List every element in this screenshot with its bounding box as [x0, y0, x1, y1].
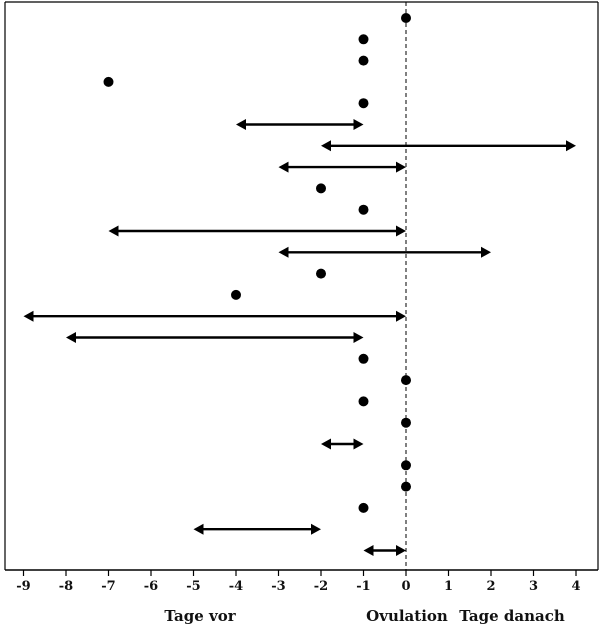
x-label-right: Tage danach [459, 607, 565, 625]
range-arrow [321, 438, 364, 450]
x-tick-label: 3 [529, 579, 538, 594]
data-point [231, 289, 241, 300]
x-tick-label: -2 [314, 579, 328, 594]
arrowhead-left [193, 523, 204, 535]
x-tick-label: -7 [101, 579, 115, 594]
arrowhead-left [108, 225, 119, 237]
arrowhead-right [353, 119, 364, 130]
arrowhead-left [278, 246, 289, 258]
x-label-center: Ovulation [366, 607, 448, 625]
data-point [401, 13, 411, 23]
data-point [358, 396, 369, 407]
arrowhead-right [566, 140, 576, 152]
arrowhead-left [363, 545, 374, 556]
x-tick-label: -6 [144, 579, 158, 594]
x-tick-label: -4 [229, 579, 243, 594]
data-point [401, 460, 411, 471]
arrowhead-right [396, 310, 406, 322]
x-tick-label: 4 [571, 579, 580, 594]
x-tick-label: -9 [16, 579, 30, 594]
arrowhead-right [396, 225, 406, 237]
arrowhead-left [66, 332, 76, 343]
range-arrow [66, 332, 364, 343]
data-point [358, 502, 369, 513]
data-point [316, 268, 326, 279]
range-arrow [278, 161, 406, 173]
data-point [358, 353, 369, 364]
x-label-left: Tage vor [164, 607, 236, 625]
data-point [103, 76, 114, 87]
range-arrow [278, 246, 491, 258]
chart-marks [23, 13, 576, 556]
arrowhead-left [321, 140, 331, 152]
arrowhead-right [311, 523, 321, 535]
arrowhead-right [481, 246, 491, 258]
range-arrow [363, 545, 406, 556]
x-axis: -9 -8 -7 -6 -5 -4 -3 -2 -1 0 1 2 3 4 [5, 569, 598, 594]
arrowhead-right [396, 545, 406, 556]
data-point [358, 34, 369, 45]
data-point [401, 481, 411, 492]
arrowhead-right [353, 438, 364, 450]
x-tick-label: -8 [59, 579, 73, 594]
arrowhead-right [396, 161, 406, 173]
data-point [316, 183, 326, 194]
range-arrow [193, 523, 321, 535]
arrowhead-left [321, 438, 331, 450]
x-tick-label: 0 [401, 579, 410, 594]
x-tick-label: -1 [356, 579, 370, 594]
range-arrow [236, 119, 364, 130]
data-point [401, 375, 411, 386]
x-tick-label: 1 [444, 579, 453, 594]
x-tick-label: -3 [271, 579, 285, 594]
data-point [358, 98, 369, 109]
range-arrow [108, 225, 406, 237]
arrowhead-right [353, 332, 364, 343]
x-tick-label: -5 [186, 579, 200, 594]
arrowhead-left [236, 119, 246, 130]
chart-frame [4, 1, 599, 570]
range-arrow [321, 140, 576, 152]
data-point [358, 204, 369, 215]
x-tick-label: 2 [486, 579, 495, 594]
data-point [358, 55, 369, 66]
arrowhead-left [23, 310, 34, 322]
data-point [401, 417, 411, 428]
range-arrow [23, 310, 406, 322]
arrowhead-left [278, 161, 289, 173]
